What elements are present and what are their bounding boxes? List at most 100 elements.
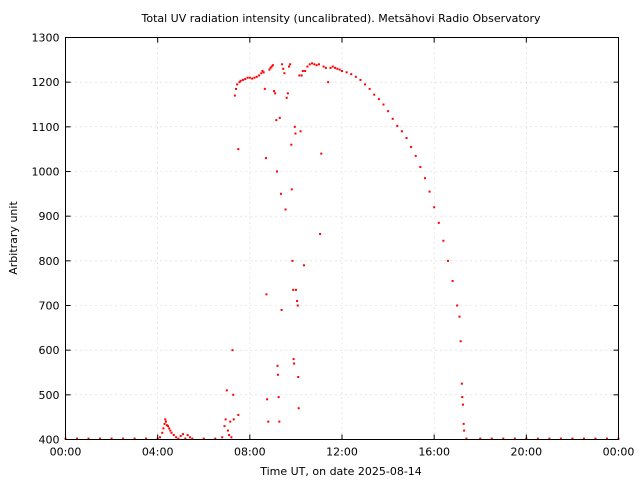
data-point (293, 125, 296, 128)
x-tick-label: 00:00 (603, 446, 635, 459)
data-point (177, 437, 180, 440)
y-tick-label: 400 (39, 434, 60, 447)
data-point (276, 364, 279, 367)
data-point (405, 137, 408, 139)
x-tick-label: 12:00 (326, 446, 358, 459)
data-point (461, 396, 464, 399)
data-point (167, 425, 170, 428)
data-point (290, 143, 293, 146)
data-point (437, 221, 440, 224)
data-point (320, 152, 323, 155)
data-point (226, 429, 229, 432)
y-tick-label: 900 (39, 210, 60, 223)
data-point (290, 188, 293, 191)
data-point (284, 208, 287, 211)
data-point (414, 154, 417, 157)
data-point (410, 145, 413, 148)
data-point (291, 259, 294, 262)
data-point (289, 63, 292, 66)
data-point (273, 90, 276, 93)
data-point (179, 434, 182, 437)
data-point (244, 78, 247, 81)
data-point (283, 72, 286, 75)
data-point (292, 288, 295, 291)
data-point (279, 192, 282, 195)
data-point (463, 429, 466, 432)
data-point (110, 437, 113, 440)
data-point (373, 93, 376, 96)
data-point (350, 73, 353, 76)
data-point (99, 437, 102, 440)
data-point (490, 437, 493, 440)
data-point (253, 76, 256, 79)
data-point (76, 437, 79, 440)
data-point (451, 279, 454, 282)
data-point (293, 362, 296, 365)
data-point (162, 427, 165, 430)
data-point (276, 373, 279, 376)
data-point (298, 74, 301, 77)
data-point (336, 67, 339, 70)
data-point (377, 98, 380, 101)
data-point (459, 340, 462, 343)
x-tick-label: 08:00 (234, 446, 266, 459)
data-point (338, 68, 341, 71)
data-point (236, 83, 239, 86)
data-point (202, 437, 205, 440)
data-point (239, 79, 242, 82)
x-axis-label: Time UT, on date 2025-08-14 (259, 465, 422, 478)
data-point (224, 418, 227, 421)
data-point (281, 63, 284, 66)
data-point (274, 92, 277, 95)
x-tick-label: 00:00 (50, 446, 82, 459)
data-point (241, 78, 244, 81)
data-point (548, 437, 551, 440)
data-point (423, 177, 426, 180)
data-point (275, 119, 278, 122)
data-point (315, 64, 318, 67)
y-tick-label: 1200 (32, 76, 60, 89)
data-point (322, 65, 325, 68)
data-point (513, 437, 516, 440)
data-point (465, 437, 468, 440)
data-point (334, 66, 337, 69)
data-point (172, 434, 175, 437)
data-point (354, 75, 357, 78)
data-point (238, 81, 241, 84)
data-point (282, 67, 285, 70)
data-point (419, 166, 422, 169)
data-point (278, 420, 281, 423)
data-point (308, 63, 311, 66)
data-point (433, 206, 436, 209)
data-point (345, 71, 348, 74)
data-point (214, 437, 217, 440)
data-point (255, 75, 258, 78)
x-tick-label: 20:00 (510, 446, 542, 459)
data-point (297, 375, 300, 378)
y-tick-label: 1100 (32, 121, 60, 134)
data-point (268, 68, 271, 71)
data-point (341, 70, 343, 72)
data-point (286, 92, 289, 95)
data-point (246, 76, 249, 79)
data-point (285, 96, 288, 99)
data-point (327, 81, 330, 84)
data-point (594, 437, 597, 440)
data-point (228, 434, 231, 437)
data-point (133, 437, 136, 440)
grid-lines (65, 37, 619, 440)
data-point (324, 66, 327, 69)
data-point (188, 436, 191, 439)
data-point (271, 64, 274, 67)
data-point (269, 66, 272, 69)
data-point (233, 94, 236, 97)
data-point (368, 87, 371, 90)
data-point (462, 422, 465, 425)
data-point (169, 429, 172, 432)
data-point (264, 157, 267, 160)
data-point (294, 288, 297, 291)
axes: 00:00 04:00 08:00 12:00 16:00 20:00 00:0040050… (32, 32, 635, 459)
data-point (288, 65, 291, 68)
data-point (276, 170, 279, 173)
